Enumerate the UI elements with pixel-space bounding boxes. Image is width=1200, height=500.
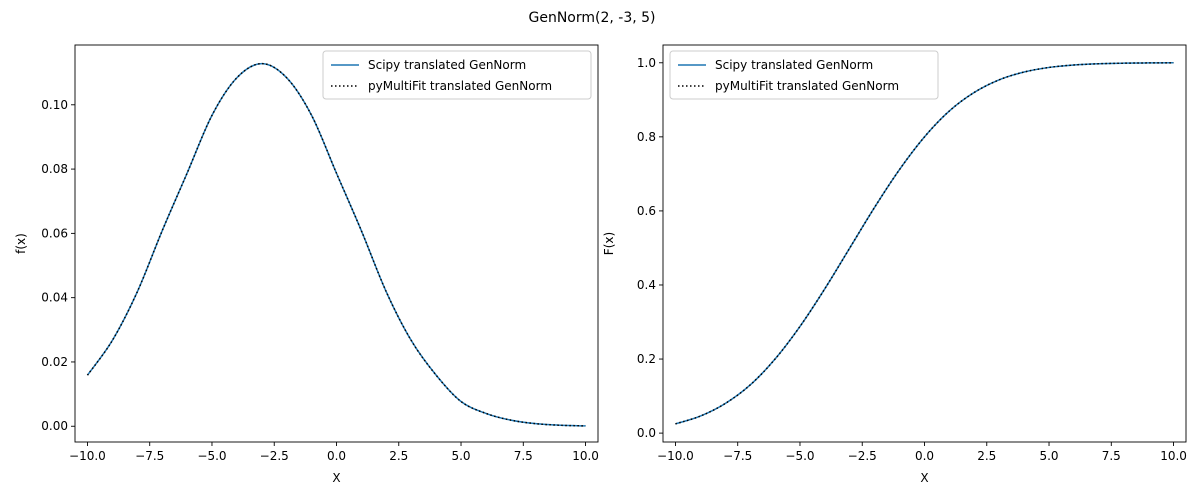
y-tick-label: 0.08	[41, 162, 68, 176]
legend-entry: pyMultiFit translated GenNorm	[368, 79, 552, 93]
x-tick-label: 0.0	[915, 449, 934, 463]
y-tick-label: 1.0	[637, 56, 656, 70]
series-line-0	[675, 62, 1174, 425]
x-tick-label: 7.5	[514, 449, 533, 463]
series-line-1	[675, 62, 1174, 425]
y-tick-label: 0.0	[637, 426, 656, 440]
figure-title: GenNorm(2, -3, 5)	[528, 10, 655, 26]
x-tick-label: −2.5	[260, 449, 289, 463]
series-line-1	[86, 62, 586, 427]
x-tick-label: 2.5	[977, 449, 996, 463]
x-tick-label: 0.0	[327, 449, 346, 463]
x-tick-label: 5.0	[1039, 449, 1058, 463]
y-tick-label: 0.4	[637, 278, 656, 292]
legend-box	[669, 50, 939, 100]
x-tick-label: 2.5	[389, 449, 408, 463]
legend-box	[322, 50, 592, 100]
x-tick-label: 5.0	[451, 449, 470, 463]
y-tick-label: 0.00	[41, 419, 68, 433]
x-tick-label: −7.5	[135, 449, 164, 463]
pdf-panel: −10.0 −7.5 −5.0 −2.5 0.0 2.5 5.0 7.5 10.0 0.00 0.0…	[14, 44, 599, 485]
x-tick-label: −10.0	[69, 449, 106, 463]
y-tick-label: 0.04	[41, 291, 68, 305]
legend: Scipy translated GenNorm pyMultiFit trans…	[322, 50, 592, 100]
cdf-panel: −10.0 −7.5 −5.0 −2.5 0.0 2.5 5.0 7.5 10.0 0.0 0.2 0…	[602, 44, 1187, 485]
y-tick-label: 0.02	[41, 355, 68, 369]
y-axis-label: F(x)	[602, 232, 616, 255]
y-axis-label: f(x)	[14, 233, 28, 254]
legend-entry: pyMultiFit translated GenNorm	[715, 79, 899, 93]
axes-frame	[662, 44, 1187, 443]
x-tick-label: 7.5	[1102, 449, 1121, 463]
series-line-0	[86, 62, 586, 427]
x-tick-label: −5.0	[785, 449, 814, 463]
y-tick-label: 0.8	[637, 130, 656, 144]
x-tick-label: −5.0	[197, 449, 226, 463]
y-tick-label: 0.06	[41, 226, 68, 240]
x-axis-label: X	[920, 471, 928, 485]
y-tick-label: 0.2	[637, 352, 656, 366]
x-tick-label: 10.0	[1160, 449, 1187, 463]
x-tick-label: −2.5	[848, 449, 877, 463]
y-tick-label: 0.10	[41, 98, 68, 112]
legend-entry: Scipy translated GenNorm	[368, 58, 526, 72]
axes-frame	[74, 44, 599, 443]
x-axis-label: X	[332, 471, 340, 485]
x-tick-label: 10.0	[572, 449, 599, 463]
legend: Scipy translated GenNorm pyMultiFit trans…	[669, 50, 939, 100]
legend-entry: Scipy translated GenNorm	[715, 58, 873, 72]
x-tick-label: −7.5	[723, 449, 752, 463]
y-tick-label: 0.6	[637, 204, 656, 218]
x-tick-label: −10.0	[657, 449, 694, 463]
